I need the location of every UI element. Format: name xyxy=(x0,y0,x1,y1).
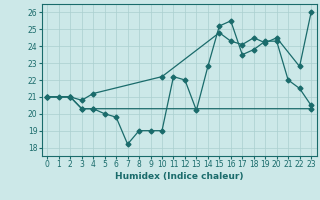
X-axis label: Humidex (Indice chaleur): Humidex (Indice chaleur) xyxy=(115,172,244,181)
